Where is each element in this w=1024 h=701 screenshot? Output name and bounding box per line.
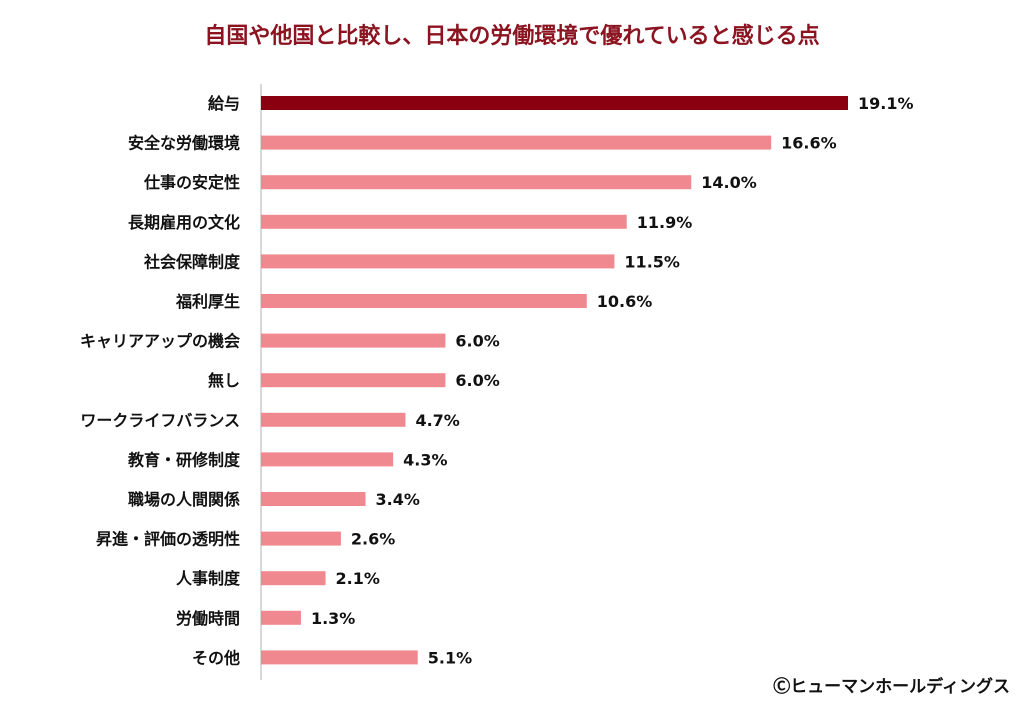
value-label: 4.7% [415, 411, 459, 430]
category-label: 給与 [208, 94, 240, 113]
value-label: 16.6% [781, 134, 837, 153]
category-label: その他 [192, 648, 240, 667]
bar [261, 214, 627, 229]
bar [261, 294, 587, 308]
category-label: 教育・研修制度 [128, 450, 241, 469]
bar [261, 492, 366, 506]
category-label: ワークライフバランス [80, 411, 240, 430]
value-label: 3.4% [375, 490, 419, 509]
bar [261, 135, 772, 150]
bar [261, 412, 406, 427]
category-label: 職場の人間関係 [128, 490, 240, 509]
category-label: 仕事の安定性 [143, 173, 240, 192]
value-label: 6.0% [455, 371, 499, 390]
category-label: 労働時間 [176, 609, 240, 628]
bar [261, 96, 848, 110]
copyright-credit: Ⓒヒューマンホールディングス [773, 677, 1010, 697]
category-label: 昇進・評価の透明性 [96, 530, 240, 549]
bar [261, 452, 394, 467]
bar [261, 571, 326, 586]
category-label: 安全な労働環境 [128, 134, 240, 153]
category-label: 社会保障制度 [143, 252, 241, 271]
category-label: 無し [208, 371, 240, 390]
category-label: 人事制度 [176, 569, 241, 588]
value-label: 11.9% [637, 213, 693, 232]
value-label: 11.5% [624, 252, 680, 271]
value-label: 2.1% [336, 569, 380, 588]
value-label: 5.1% [428, 648, 472, 667]
value-label: 10.6% [597, 292, 653, 311]
category-label: 長期雇用の文化 [128, 213, 240, 232]
bar [261, 333, 446, 348]
bar [261, 373, 446, 388]
value-label: 6.0% [455, 332, 499, 351]
bar [261, 175, 692, 190]
bar [261, 254, 615, 269]
category-label: 福利厚生 [175, 292, 240, 311]
bar [261, 650, 418, 665]
value-label: 2.6% [351, 530, 395, 549]
chart-title: 自国や他国と比較し、日本の労働環境で優れていると感じる点 [204, 24, 820, 49]
bar [261, 610, 301, 625]
category-label: キャリアアップの機会 [80, 332, 240, 351]
value-label: 19.1% [858, 94, 914, 113]
value-label: 4.3% [403, 450, 447, 469]
bar [261, 531, 341, 546]
value-label: 1.3% [311, 609, 355, 628]
value-label: 14.0% [701, 173, 757, 192]
